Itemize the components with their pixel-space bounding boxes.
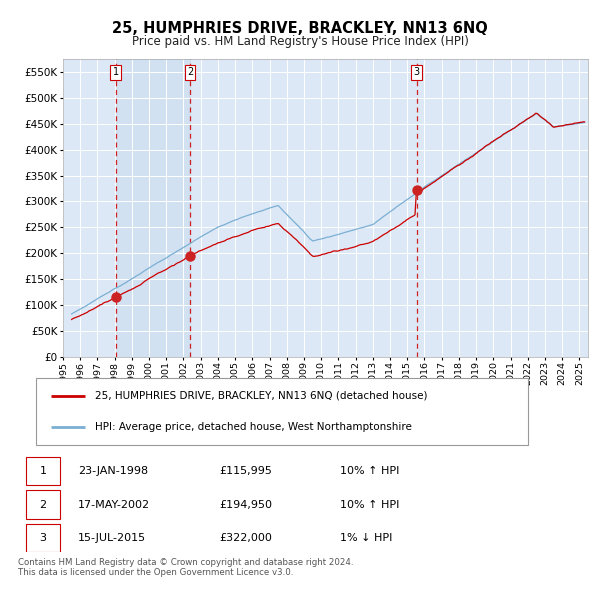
FancyBboxPatch shape [26,457,60,486]
Text: 3: 3 [413,67,419,77]
Text: 15-JUL-2015: 15-JUL-2015 [78,533,146,543]
Text: 23-JAN-1998: 23-JAN-1998 [78,467,148,476]
Text: Contains HM Land Registry data © Crown copyright and database right 2024.
This d: Contains HM Land Registry data © Crown c… [18,558,353,577]
Text: 25, HUMPHRIES DRIVE, BRACKLEY, NN13 6NQ: 25, HUMPHRIES DRIVE, BRACKLEY, NN13 6NQ [112,21,488,35]
Text: 10% ↑ HPI: 10% ↑ HPI [340,500,400,510]
Text: 1% ↓ HPI: 1% ↓ HPI [340,533,392,543]
Text: 2: 2 [40,500,47,510]
Text: 3: 3 [40,533,47,543]
Text: 1: 1 [113,67,119,77]
Text: £322,000: £322,000 [220,533,272,543]
Text: 17-MAY-2002: 17-MAY-2002 [78,500,151,510]
FancyBboxPatch shape [36,378,528,445]
Bar [116,59,190,357]
Text: 1: 1 [40,467,47,476]
Text: £115,995: £115,995 [220,467,272,476]
FancyBboxPatch shape [26,490,60,519]
Text: HPI: Average price, detached house, West Northamptonshire: HPI: Average price, detached house, West… [95,422,412,432]
Text: 2: 2 [187,67,193,77]
Text: 10% ↑ HPI: 10% ↑ HPI [340,467,400,476]
Text: 25, HUMPHRIES DRIVE, BRACKLEY, NN13 6NQ (detached house): 25, HUMPHRIES DRIVE, BRACKLEY, NN13 6NQ … [95,391,428,401]
Text: Price paid vs. HM Land Registry's House Price Index (HPI): Price paid vs. HM Land Registry's House … [131,35,469,48]
Text: £194,950: £194,950 [220,500,272,510]
FancyBboxPatch shape [26,523,60,552]
